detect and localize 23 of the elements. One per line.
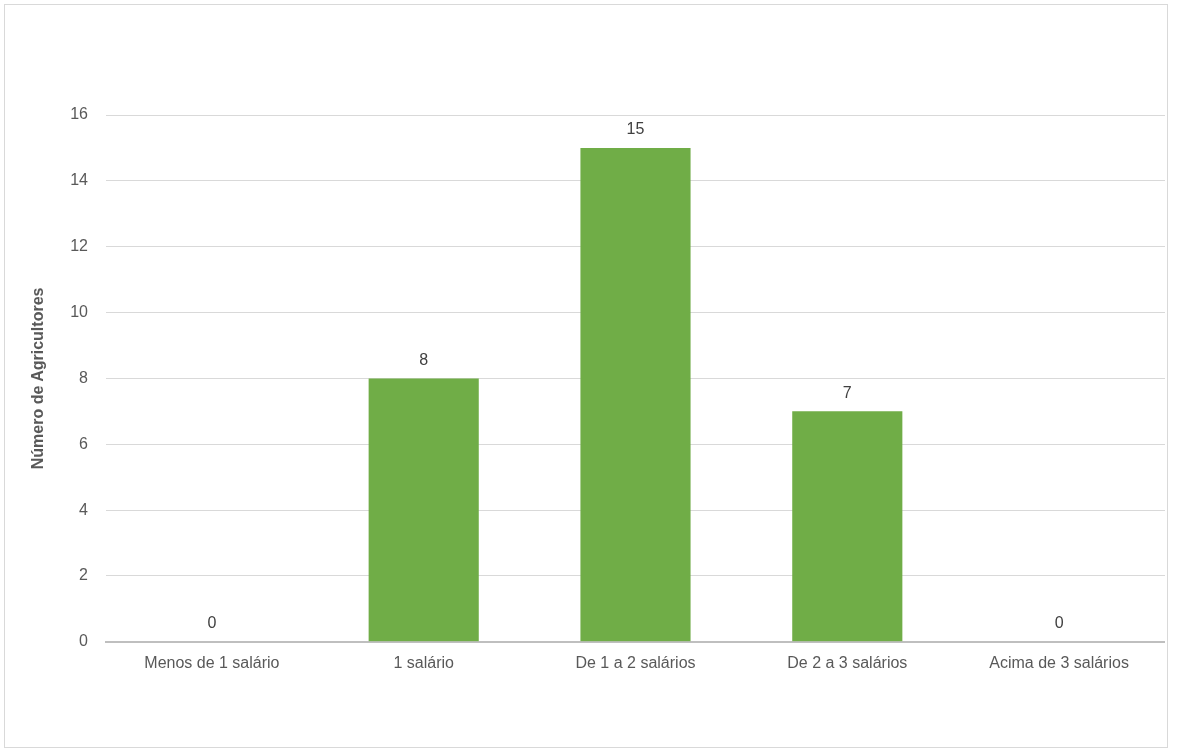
x-tick-label: De 2 a 3 salários: [787, 653, 908, 671]
y-tick-label: 14: [70, 171, 89, 189]
y-axis-title: Número de Agricultores: [29, 287, 47, 470]
x-tick-label: Menos de 1 salário: [144, 653, 280, 671]
bar: [792, 411, 903, 642]
data-label: 7: [842, 383, 852, 401]
x-tick-label: Acima de 3 salários: [989, 653, 1129, 671]
y-tick-label: 12: [70, 237, 89, 255]
y-tick-label: 10: [70, 302, 89, 320]
bar: [580, 147, 691, 642]
data-label: 0: [207, 614, 217, 632]
y-tick-label: 0: [79, 632, 89, 650]
bar: [368, 378, 479, 642]
y-tick-label: 4: [79, 500, 89, 518]
y-tick-label: 2: [79, 566, 89, 584]
y-tick-label: 8: [79, 368, 89, 386]
data-label: 8: [419, 350, 429, 368]
y-tick-label: 16: [70, 105, 89, 123]
data-label: 15: [626, 120, 645, 138]
x-tick-label: 1 salário: [393, 653, 455, 671]
y-tick-label: 6: [79, 434, 89, 452]
x-tick-label: De 1 a 2 salários: [575, 653, 696, 671]
data-label: 0: [1054, 614, 1064, 632]
